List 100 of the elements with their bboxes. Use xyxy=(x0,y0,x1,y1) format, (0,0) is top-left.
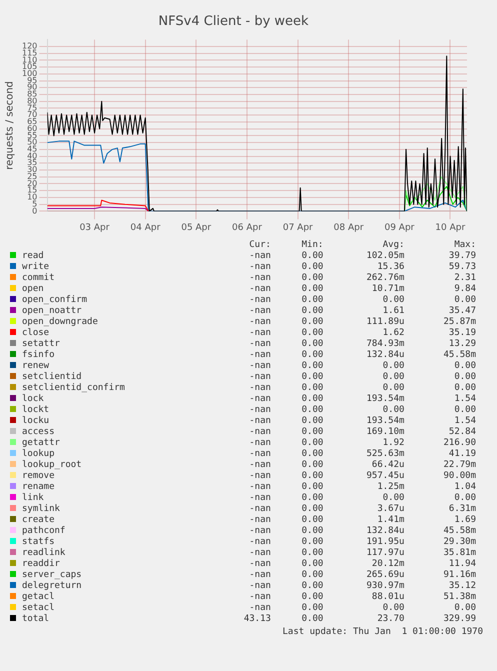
x-tick-label: 08 Apr xyxy=(334,222,364,233)
text: 1.54 xyxy=(453,394,477,404)
y-tick-label: 20 xyxy=(27,178,38,188)
y-tick-label: 85 xyxy=(27,90,38,99)
text: 0.00 xyxy=(300,284,324,294)
y-tick-label: 65 xyxy=(27,117,38,126)
legend-label: open xyxy=(21,284,45,294)
text: 132.84u xyxy=(366,350,406,360)
text: 0.00 xyxy=(300,294,324,306)
text: 957.45u xyxy=(366,470,406,482)
text: 0.00 xyxy=(382,360,406,372)
text: 0.00 xyxy=(300,536,324,548)
text: 6.31m xyxy=(448,504,477,514)
text: 0.00 xyxy=(382,382,406,394)
text: 35.19 xyxy=(448,328,477,338)
legend-label: open_downgrade xyxy=(21,316,99,328)
legend-label: symlink xyxy=(21,504,61,514)
text: Max: xyxy=(453,240,477,250)
legend-label: access xyxy=(21,426,56,438)
text: 0.00 xyxy=(300,316,324,328)
legend-label: pathconf xyxy=(21,526,66,536)
text: 0.00 xyxy=(453,382,477,394)
text: 15.36 xyxy=(376,262,406,272)
y-tick-label: 105 xyxy=(22,62,38,72)
text: 52.84 xyxy=(448,426,477,438)
text: 20.12m xyxy=(370,558,406,570)
legend-label: statfs xyxy=(21,536,56,548)
text: 91.16m xyxy=(442,570,477,580)
text: 0.00 xyxy=(300,548,324,558)
text: -nan xyxy=(248,284,272,294)
text: -nan xyxy=(248,382,272,394)
text: -nan xyxy=(248,416,272,426)
y-tick-label: 100 xyxy=(22,69,38,78)
text: -nan xyxy=(248,294,272,306)
text: 784.93m xyxy=(366,338,406,350)
text: 0.00 xyxy=(300,448,324,460)
text: 23.70 xyxy=(376,614,406,624)
text: 51.38m xyxy=(442,592,477,602)
text: 0.00 xyxy=(453,294,477,306)
text: Cur: xyxy=(248,240,272,250)
text: 0.00 xyxy=(300,602,324,614)
text: 0.00 xyxy=(300,558,324,570)
text: -nan xyxy=(248,316,272,328)
text: 3.67u xyxy=(376,504,406,514)
text: -nan xyxy=(248,482,272,492)
text: 329.99 xyxy=(442,614,477,624)
text: 169.10m xyxy=(366,426,406,438)
text: -nan xyxy=(248,492,272,504)
text: 0.00 xyxy=(382,602,406,614)
text: Min: xyxy=(300,240,324,250)
y-tick-label: 95 xyxy=(27,76,38,85)
text: 35.81m xyxy=(442,548,477,558)
legend-label: locku xyxy=(21,416,50,426)
text: 0.00 xyxy=(300,570,324,580)
text: 0.00 xyxy=(300,272,324,284)
text: -nan xyxy=(248,360,272,372)
text: 0.00 xyxy=(453,492,477,504)
y-tick-label: 80 xyxy=(27,96,38,106)
text: -nan xyxy=(248,250,272,262)
text: 0.00 xyxy=(300,592,324,602)
x-tick-label: 05 Apr xyxy=(181,222,212,233)
text: 265.69u xyxy=(366,570,406,580)
text: 13.29 xyxy=(448,338,477,350)
legend-label: close xyxy=(21,328,50,338)
text: 0.00 xyxy=(300,328,324,338)
legend-label: lockt xyxy=(21,404,50,416)
legend-label: delegreturn xyxy=(21,580,83,592)
text: 1.54 xyxy=(453,416,477,426)
text: -nan xyxy=(248,306,272,316)
legend-label: commit xyxy=(21,272,56,284)
y-tick-label: 110 xyxy=(22,55,38,64)
legend-label: setclientid_confirm xyxy=(21,382,126,394)
text: 0.00 xyxy=(382,492,406,504)
text: 59.73 xyxy=(448,262,477,272)
text: -nan xyxy=(248,426,272,438)
legend-label: server_caps xyxy=(21,570,83,580)
text: 117.97u xyxy=(366,548,406,558)
text: 0.00 xyxy=(300,262,324,272)
text: -nan xyxy=(248,338,272,350)
text: 0.00 xyxy=(300,306,324,316)
text: 0.00 xyxy=(300,394,324,404)
text: 1.25m xyxy=(376,482,406,492)
legend-label: setattr xyxy=(21,338,61,350)
text: -nan xyxy=(248,526,272,536)
text: 0.00 xyxy=(382,372,406,382)
text: 0.00 xyxy=(300,460,324,470)
text: 0.00 xyxy=(300,504,324,514)
text: 102.05m xyxy=(366,250,406,262)
text: 1.61 xyxy=(382,306,406,316)
text: 45.58m xyxy=(442,526,477,536)
text: 0.00 xyxy=(300,526,324,536)
text: 1.04 xyxy=(453,482,477,492)
text: 66.42u xyxy=(370,460,406,470)
legend-label: open_noattr xyxy=(21,306,83,316)
text: -nan xyxy=(248,272,272,284)
x-tick-label: 07 Apr xyxy=(282,222,314,233)
text: 35.12 xyxy=(448,580,477,592)
text: 1.92 xyxy=(382,438,406,448)
legend-label: lookup_root xyxy=(21,460,83,470)
text: -nan xyxy=(248,558,272,570)
